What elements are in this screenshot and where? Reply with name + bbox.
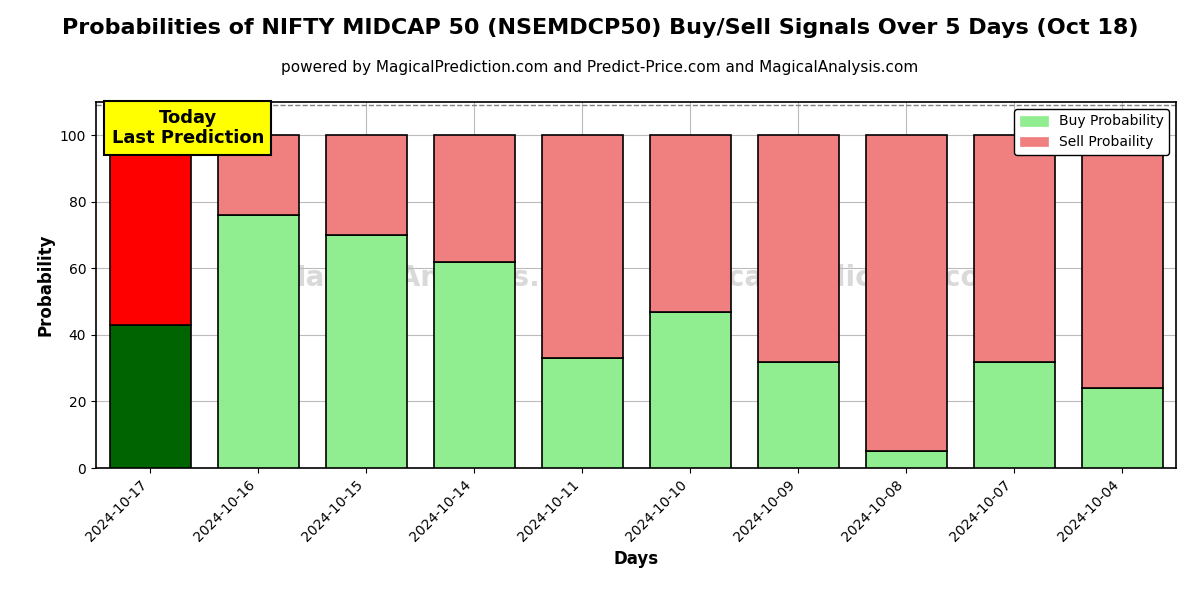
Text: powered by MagicalPrediction.com and Predict-Price.com and MagicalAnalysis.com: powered by MagicalPrediction.com and Pre… [281, 60, 919, 75]
Bar [217, 215, 299, 468]
Y-axis label: Probability: Probability [36, 234, 54, 336]
Text: MagicalPrediction.com: MagicalPrediction.com [652, 263, 1009, 292]
Bar [757, 135, 839, 362]
Bar [541, 358, 623, 468]
Bar [109, 325, 191, 468]
Bar [541, 135, 623, 358]
Bar [973, 362, 1055, 468]
Bar [757, 362, 839, 468]
Bar [973, 135, 1055, 362]
Bar [433, 135, 515, 262]
Bar [325, 235, 407, 468]
Bar [1081, 388, 1163, 468]
Text: Probabilities of NIFTY MIDCAP 50 (NSEMDCP50) Buy/Sell Signals Over 5 Days (Oct 1: Probabilities of NIFTY MIDCAP 50 (NSEMDC… [61, 18, 1139, 38]
Bar [1081, 135, 1163, 388]
Bar [649, 311, 731, 468]
Bar [865, 451, 947, 468]
Bar [433, 262, 515, 468]
Legend: Buy Probability, Sell Probaility: Buy Probability, Sell Probaility [1014, 109, 1169, 155]
Bar [109, 135, 191, 325]
Bar [217, 135, 299, 215]
Bar [325, 135, 407, 235]
X-axis label: Days: Days [613, 550, 659, 568]
Bar [649, 135, 731, 311]
Bar [865, 135, 947, 451]
Text: MagicalAnalysis.com: MagicalAnalysis.com [278, 263, 605, 292]
Text: Today
Last Prediction: Today Last Prediction [112, 109, 264, 148]
